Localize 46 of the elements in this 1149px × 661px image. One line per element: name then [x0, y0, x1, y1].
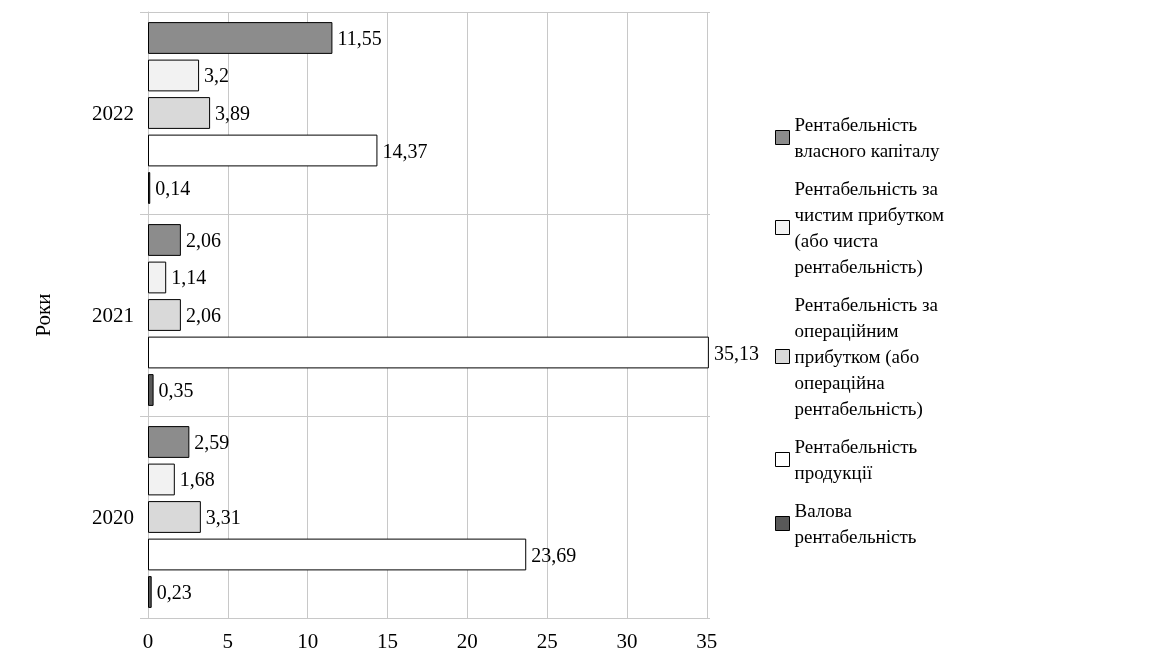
- data-label: 0,23: [156, 581, 192, 604]
- y-tick-label: 2020: [92, 505, 134, 529]
- bar: [148, 336, 709, 369]
- x-tick-label: 30: [616, 628, 638, 653]
- legend-label: Рентабельність за чистим прибутком (або чиста рентабельність): [794, 178, 949, 278]
- legend-label: Рентабельність за операційним прибутком (або операційна рентабельність): [794, 294, 943, 420]
- data-label: 3,2: [204, 64, 230, 87]
- bar: [148, 22, 333, 54]
- bar: [148, 501, 201, 533]
- bar: [148, 538, 527, 571]
- data-label: 0,35: [158, 379, 194, 402]
- y-axis-title: Роки: [30, 293, 55, 337]
- x-tick-label: 15: [376, 628, 398, 653]
- x-tick-label: 25: [536, 628, 558, 653]
- data-label: 23,69: [531, 543, 577, 566]
- legend-label: Рентабельність продукції: [794, 436, 922, 483]
- bar: [148, 426, 190, 458]
- bar: [148, 374, 154, 406]
- bar: [148, 576, 152, 608]
- bar: [148, 134, 378, 167]
- x-tick-label: 0: [142, 628, 154, 653]
- bar: [148, 97, 211, 129]
- data-label: 3,31: [205, 506, 241, 528]
- data-label: 1,14: [171, 266, 207, 289]
- x-tick-label: 10: [297, 628, 319, 653]
- data-label: 14,37: [382, 139, 428, 162]
- legend-label: Валова рентабельність: [794, 500, 917, 547]
- bar: [148, 261, 167, 294]
- data-label: 11,55: [337, 26, 382, 49]
- data-label: 2,59: [194, 430, 230, 453]
- bar: [148, 224, 181, 256]
- bar: [148, 299, 181, 331]
- bar: [148, 59, 200, 92]
- legend-label: Рентабельність власного капіталу: [794, 114, 940, 161]
- data-label: 1,68: [179, 468, 215, 491]
- x-tick-label: 35: [696, 628, 718, 653]
- data-label: 2,06: [185, 304, 221, 326]
- data-label: 2,06: [185, 228, 221, 251]
- data-label: 3,89: [215, 102, 251, 124]
- y-tick-label: 2021: [92, 303, 134, 327]
- x-tick-label: 5: [222, 628, 234, 653]
- x-tick-label: 20: [456, 628, 478, 653]
- bar: [148, 463, 175, 496]
- y-tick-label: 2022: [92, 101, 134, 125]
- data-label: 0,14: [155, 177, 191, 200]
- data-label: 35,13: [713, 341, 759, 364]
